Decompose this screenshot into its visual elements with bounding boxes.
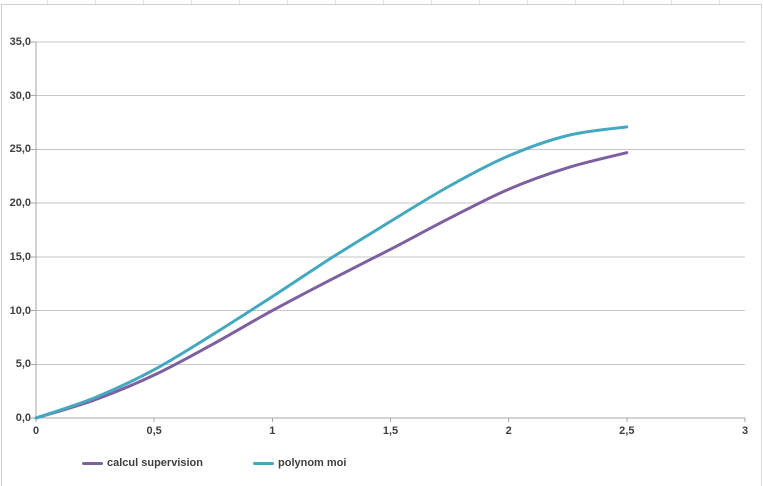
x-axis-label: 1,5 (382, 425, 399, 437)
legend-line-swatch-polynom-moi (253, 461, 274, 465)
legend-item-polynom-moi[interactable]: polynom moi (253, 456, 346, 470)
legend-label-polynom-moi: polynom moi (278, 457, 347, 469)
legend-item-calcul-supervision[interactable]: calcul supervision (82, 456, 203, 470)
x-axis-label: 2 (505, 425, 512, 437)
spreadsheet-top-strip (0, 0, 763, 4)
series-line-calcul-supervision[interactable] (34, 151, 629, 420)
legend-line-swatch-calcul-supervision (82, 461, 103, 465)
x-axis-label: 1 (269, 425, 276, 437)
series-line-polynom-moi[interactable] (34, 125, 629, 420)
y-axis-label: 10,0 (9, 304, 31, 317)
y-axis-label: 15,0 (9, 250, 31, 263)
x-axis-label: 2,5 (619, 425, 635, 437)
legend-label-calcul-supervision: calcul supervision (107, 457, 203, 469)
x-axis-label: 0,5 (146, 425, 162, 437)
y-axis-label: 0,0 (15, 412, 31, 424)
y-axis-label: 30,0 (9, 89, 31, 102)
y-axis-label: 5,0 (15, 358, 31, 371)
y-axis-label: 25,0 (9, 143, 31, 156)
y-axis-label: 35,0 (9, 36, 31, 48)
x-axis-label: 0 (32, 425, 40, 437)
chart-frame[interactable] (1, 4, 762, 486)
y-axis-label: 20,0 (9, 197, 31, 210)
x-axis-label: 3 (741, 425, 749, 437)
